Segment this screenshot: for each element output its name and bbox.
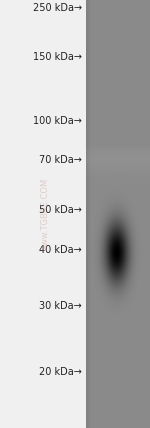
Text: 20 kDa→: 20 kDa→ (39, 367, 82, 377)
Text: 100 kDa→: 100 kDa→ (33, 116, 82, 126)
Text: 40 kDa→: 40 kDa→ (39, 245, 82, 256)
Text: 250 kDa→: 250 kDa→ (33, 3, 82, 13)
Text: 70 kDa→: 70 kDa→ (39, 155, 82, 165)
Text: www.TGBAE.COM: www.TGBAE.COM (40, 177, 50, 251)
Text: 50 kDa→: 50 kDa→ (39, 205, 82, 215)
Text: 150 kDa→: 150 kDa→ (33, 52, 82, 62)
Text: 30 kDa→: 30 kDa→ (39, 301, 82, 311)
